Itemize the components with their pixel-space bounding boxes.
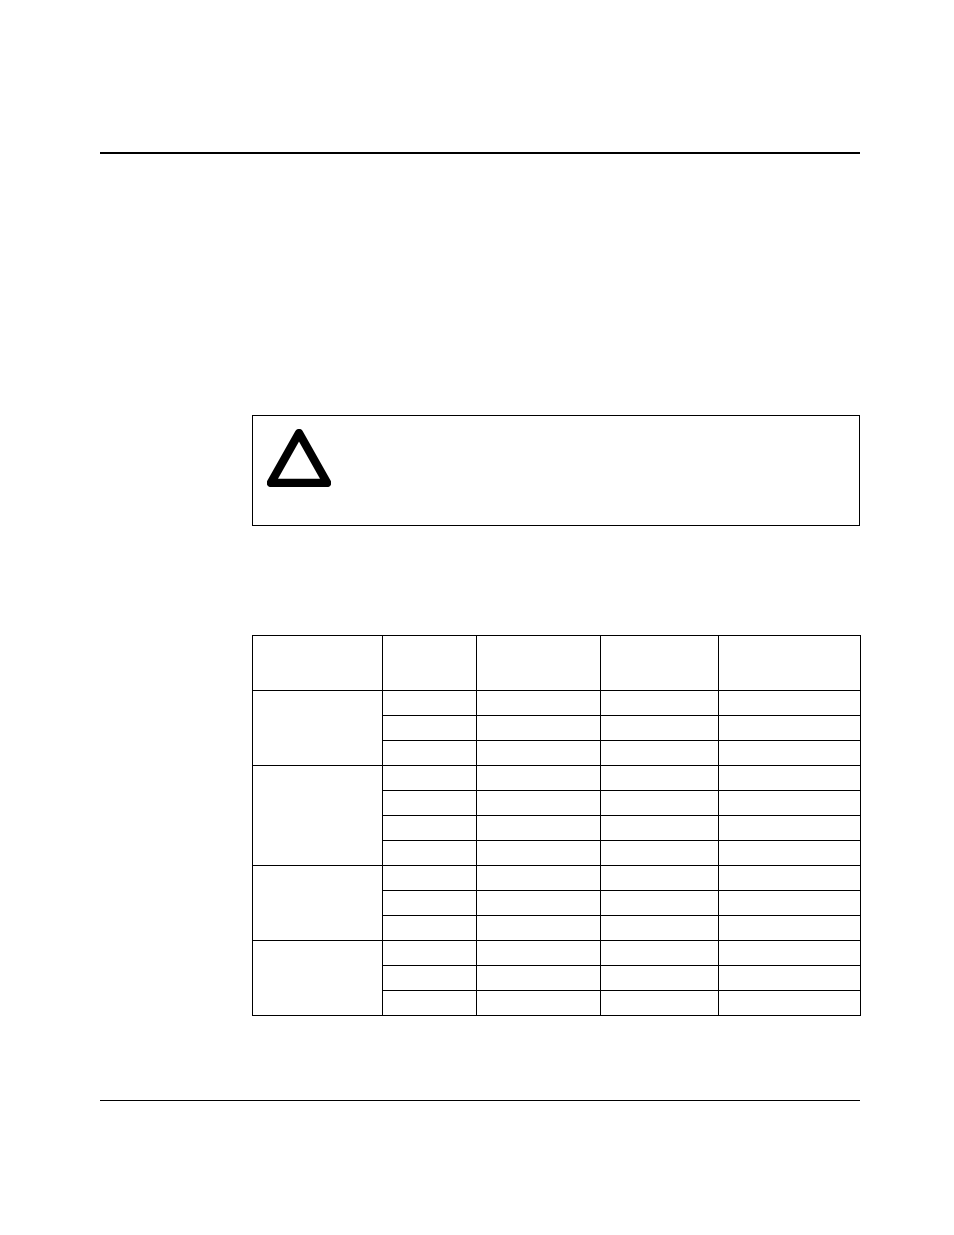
table-row: [253, 691, 861, 716]
table-group-cell: [253, 766, 383, 866]
table-cell: [477, 741, 601, 766]
table-cell: [601, 966, 719, 991]
table-cell: [477, 766, 601, 791]
table-cell: [477, 941, 601, 966]
table-row: [253, 766, 861, 791]
table-cell: [719, 966, 861, 991]
table-row: [253, 941, 861, 966]
table-cell: [477, 691, 601, 716]
table-cell: [383, 941, 477, 966]
table-cell: [719, 816, 861, 841]
table-cell: [477, 716, 601, 741]
table-cell: [601, 891, 719, 916]
table-cell: [477, 866, 601, 891]
table-header-cell: [253, 636, 383, 691]
table-cell: [477, 966, 601, 991]
table-cell: [719, 866, 861, 891]
table-cell: [601, 741, 719, 766]
table-cell: [477, 891, 601, 916]
table-header: [253, 636, 861, 691]
table-cell: [477, 816, 601, 841]
table-cell: [477, 991, 601, 1016]
table-cell: [719, 991, 861, 1016]
table-cell: [601, 916, 719, 941]
table-cell: [719, 766, 861, 791]
table-body: [253, 691, 861, 1016]
horizontal-rule-bottom: [100, 1100, 860, 1101]
table-cell: [383, 791, 477, 816]
table-cell: [383, 916, 477, 941]
table-header-cell: [601, 636, 719, 691]
horizontal-rule-top: [100, 152, 860, 154]
table-cell: [719, 716, 861, 741]
table-cell: [383, 866, 477, 891]
table-cell: [383, 691, 477, 716]
alert-triangle-icon: [267, 426, 331, 490]
table-cell: [383, 991, 477, 1016]
table-cell: [477, 916, 601, 941]
table-group-cell: [253, 691, 383, 766]
table-cell: [719, 916, 861, 941]
table-header-cell: [477, 636, 601, 691]
table-header-row: [253, 636, 861, 691]
table-cell: [383, 741, 477, 766]
data-table: [252, 635, 861, 1016]
table-cell: [601, 766, 719, 791]
table-cell: [477, 841, 601, 866]
page: [0, 0, 954, 1235]
table-cell: [601, 841, 719, 866]
table-cell: [719, 791, 861, 816]
table-cell: [601, 991, 719, 1016]
table-cell: [383, 766, 477, 791]
table-group-cell: [253, 866, 383, 941]
table-cell: [383, 966, 477, 991]
attention-box: [252, 415, 860, 526]
table-cell: [601, 941, 719, 966]
table-cell: [719, 741, 861, 766]
table-cell: [719, 941, 861, 966]
table-cell: [601, 691, 719, 716]
table-header-cell: [719, 636, 861, 691]
table-cell: [719, 891, 861, 916]
table-row: [253, 866, 861, 891]
table-cell: [383, 841, 477, 866]
table-cell: [601, 791, 719, 816]
table-cell: [719, 841, 861, 866]
table-header-cell: [383, 636, 477, 691]
table-cell: [719, 691, 861, 716]
table-cell: [601, 866, 719, 891]
table-cell: [383, 716, 477, 741]
table-cell: [601, 816, 719, 841]
table-cell: [383, 816, 477, 841]
table-cell: [477, 791, 601, 816]
table-group-cell: [253, 941, 383, 1016]
table-cell: [601, 716, 719, 741]
table-cell: [383, 891, 477, 916]
